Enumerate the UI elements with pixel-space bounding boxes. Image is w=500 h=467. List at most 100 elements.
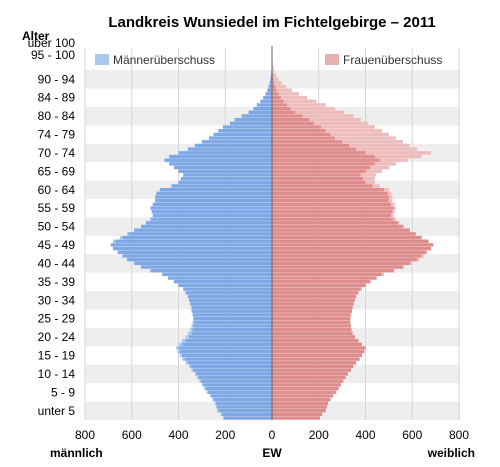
legend-female-swatch: [325, 54, 339, 65]
male-bar: [122, 235, 273, 240]
male-bar: [180, 176, 272, 181]
male-bar: [162, 272, 272, 277]
female-bar: [272, 210, 393, 214]
male-bar: [200, 379, 272, 383]
male-excess-bar: [190, 327, 193, 332]
female-excess-bar: [290, 106, 336, 111]
male-excess-bar: [197, 375, 199, 380]
female-excess-bar: [314, 121, 368, 126]
male-excess-bar: [178, 342, 183, 347]
female-bar: [272, 176, 364, 181]
male-bar: [150, 206, 272, 210]
female-bar: [272, 77, 274, 81]
male-bar: [164, 158, 272, 162]
male-bar: [267, 88, 272, 92]
female-bar: [272, 106, 291, 111]
age-tick-label: 90 - 94: [38, 72, 76, 86]
female-bar: [272, 202, 392, 207]
age-tick-label: 25 - 29: [38, 312, 76, 326]
male-excess-bar: [214, 401, 216, 405]
female-bar: [272, 397, 331, 402]
female-bar: [272, 405, 327, 409]
male-excess-bar: [199, 379, 201, 383]
female-excess-bar: [372, 184, 380, 188]
female-bar: [272, 324, 352, 328]
legend-male-swatch: [95, 54, 109, 65]
female-excess-bar: [388, 199, 393, 203]
male-bar: [248, 110, 272, 114]
female-bar: [272, 372, 348, 376]
female-bar: [272, 361, 357, 365]
x-tick-label: 600: [402, 428, 422, 442]
male-bar: [213, 397, 272, 402]
male-bar: [189, 335, 272, 339]
female-bar: [272, 110, 296, 114]
male-bar: [122, 254, 273, 258]
female-excess-bar: [272, 70, 275, 74]
male-excess-bar: [192, 316, 194, 321]
female-bar: [272, 261, 410, 266]
male-bar: [213, 132, 272, 137]
female-excess-bar: [321, 125, 375, 129]
female-bar: [272, 92, 279, 96]
female-bar: [272, 257, 417, 262]
female-bar: [272, 342, 362, 347]
female-bar: [272, 383, 341, 387]
female-bar: [272, 316, 351, 321]
male-excess-bar: [191, 309, 193, 313]
female-bar: [272, 243, 434, 247]
female-excess-bar: [273, 77, 279, 81]
male-bar: [155, 199, 272, 203]
female-excess-bar: [384, 187, 389, 192]
male-excess-bar: [182, 357, 185, 361]
female-bar: [272, 117, 310, 122]
female-excess-bar: [393, 268, 395, 273]
female-bar: [272, 327, 352, 332]
male-bar: [270, 73, 272, 78]
female-bar: [272, 401, 329, 405]
age-tick-label: 50 - 54: [38, 220, 76, 234]
female-bar: [272, 254, 422, 258]
male-bar: [145, 221, 272, 225]
male-bar: [229, 121, 272, 126]
female-bar: [272, 191, 388, 196]
female-excess-bar: [392, 210, 395, 214]
female-excess-bar: [391, 213, 394, 218]
x-tick-label: 600: [122, 428, 142, 442]
female-bar: [272, 272, 382, 277]
male-bar: [150, 268, 272, 273]
male-excess-bar: [206, 390, 208, 394]
male-bar: [159, 187, 272, 192]
age-tick-label: über 100: [28, 36, 76, 50]
male-bar: [210, 394, 272, 398]
age-tick-label: 35 - 39: [38, 275, 76, 289]
female-bar: [272, 99, 284, 103]
female-bar: [272, 143, 350, 148]
female-bar: [272, 154, 375, 159]
female-bar: [272, 88, 277, 92]
x-tick-label: 400: [168, 428, 188, 442]
male-excess-bar: [201, 383, 204, 387]
male-bar: [217, 405, 272, 409]
age-tick-label: 5 - 9: [51, 385, 75, 399]
female-bar: [272, 379, 344, 383]
male-bar: [173, 165, 272, 170]
female-excess-bar: [342, 140, 403, 144]
male-bar: [218, 129, 272, 133]
male-bar: [194, 143, 272, 148]
male-bar: [208, 136, 272, 140]
female-bar: [272, 375, 346, 380]
female-bar: [272, 276, 377, 280]
female-bar: [272, 129, 326, 133]
male-bar: [152, 213, 272, 218]
age-tick-label: 60 - 64: [38, 183, 76, 197]
female-bar: [272, 268, 394, 273]
male-bar: [167, 276, 272, 280]
male-bar: [134, 228, 272, 232]
female-excess-bar: [330, 132, 389, 137]
female-bar: [272, 394, 334, 398]
age-tick-label: unter 5: [38, 404, 76, 418]
female-bar: [272, 239, 429, 243]
female-excess-bar: [302, 114, 354, 118]
female-bar: [272, 283, 366, 288]
